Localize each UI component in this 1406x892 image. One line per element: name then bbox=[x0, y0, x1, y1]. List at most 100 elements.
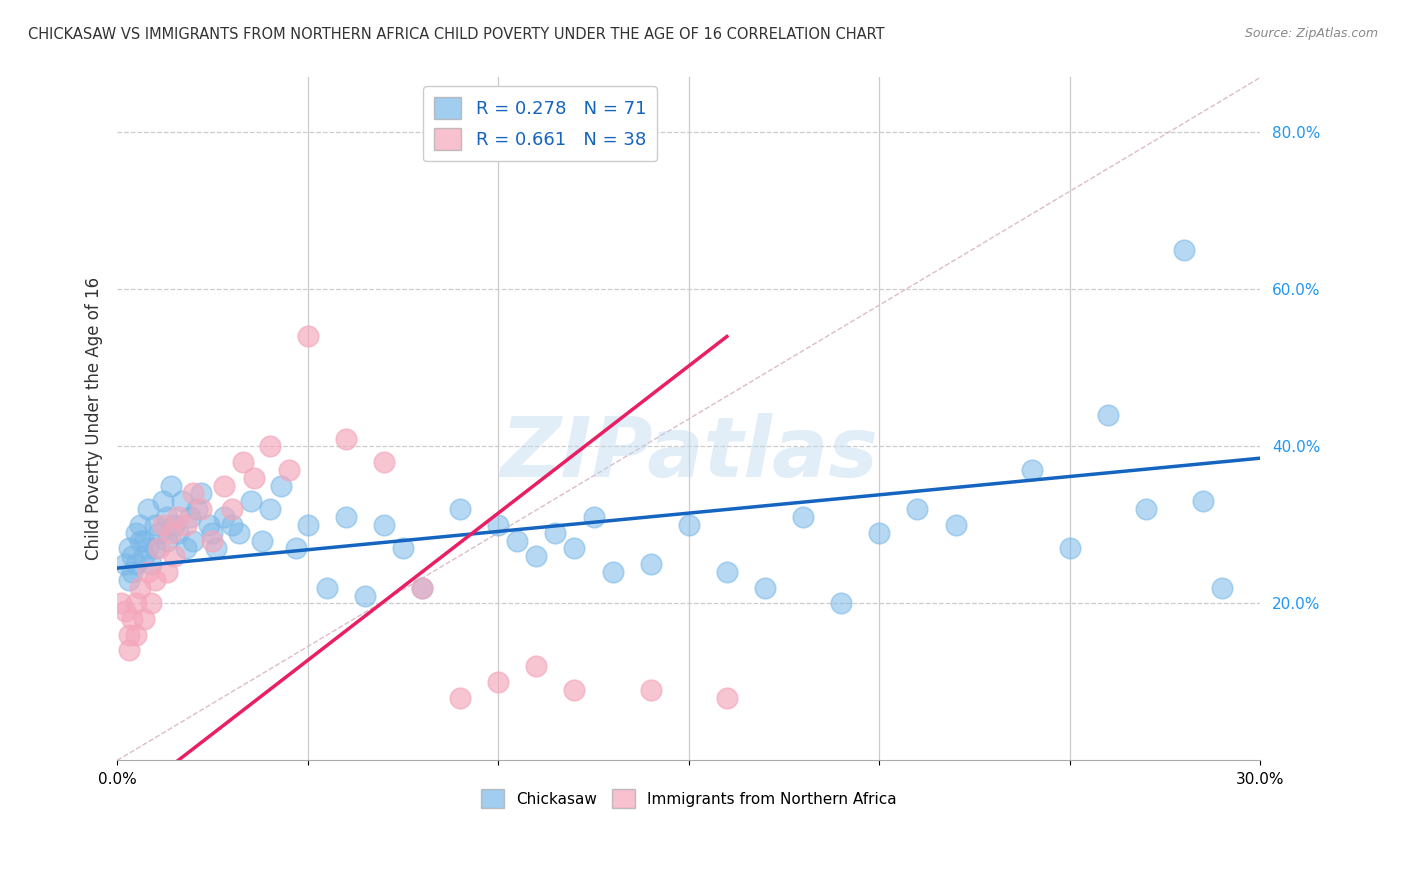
Point bbox=[141, 557, 163, 571]
Point bbox=[212, 510, 235, 524]
Point bbox=[524, 549, 547, 564]
Point bbox=[1192, 494, 1215, 508]
Point bbox=[167, 510, 190, 524]
Point bbox=[315, 581, 337, 595]
Point bbox=[143, 517, 166, 532]
Point bbox=[285, 541, 308, 556]
Point bbox=[373, 455, 395, 469]
Point bbox=[186, 502, 208, 516]
Point bbox=[132, 549, 155, 564]
Point bbox=[125, 628, 148, 642]
Point bbox=[1059, 541, 1081, 556]
Point bbox=[640, 682, 662, 697]
Point bbox=[221, 502, 243, 516]
Point bbox=[143, 541, 166, 556]
Text: ZIPatlas: ZIPatlas bbox=[501, 413, 877, 493]
Point bbox=[411, 581, 433, 595]
Point bbox=[564, 682, 586, 697]
Point bbox=[205, 541, 228, 556]
Point bbox=[1021, 463, 1043, 477]
Point bbox=[136, 541, 159, 556]
Point bbox=[125, 596, 148, 610]
Point bbox=[1097, 408, 1119, 422]
Point bbox=[524, 659, 547, 673]
Point bbox=[117, 643, 139, 657]
Point bbox=[449, 690, 471, 705]
Point bbox=[179, 510, 201, 524]
Point bbox=[152, 517, 174, 532]
Point bbox=[830, 596, 852, 610]
Point bbox=[117, 573, 139, 587]
Point bbox=[232, 455, 254, 469]
Point bbox=[167, 525, 190, 540]
Point bbox=[121, 612, 143, 626]
Point bbox=[868, 525, 890, 540]
Point bbox=[174, 517, 197, 532]
Point bbox=[148, 541, 170, 556]
Point bbox=[129, 517, 152, 532]
Point bbox=[228, 525, 250, 540]
Point bbox=[110, 596, 132, 610]
Point bbox=[392, 541, 415, 556]
Point bbox=[170, 494, 193, 508]
Point bbox=[132, 612, 155, 626]
Point bbox=[792, 510, 814, 524]
Point bbox=[297, 517, 319, 532]
Point bbox=[121, 549, 143, 564]
Point bbox=[564, 541, 586, 556]
Point bbox=[678, 517, 700, 532]
Text: Source: ZipAtlas.com: Source: ZipAtlas.com bbox=[1244, 27, 1378, 40]
Point bbox=[354, 589, 377, 603]
Point bbox=[259, 439, 281, 453]
Point bbox=[201, 525, 224, 540]
Point bbox=[136, 502, 159, 516]
Point bbox=[156, 510, 179, 524]
Point bbox=[159, 525, 181, 540]
Point bbox=[121, 565, 143, 579]
Point bbox=[156, 533, 179, 548]
Point bbox=[159, 478, 181, 492]
Point bbox=[277, 463, 299, 477]
Point bbox=[201, 533, 224, 548]
Point bbox=[335, 510, 357, 524]
Point bbox=[1173, 243, 1195, 257]
Point bbox=[174, 541, 197, 556]
Point bbox=[754, 581, 776, 595]
Point bbox=[125, 557, 148, 571]
Point bbox=[163, 517, 186, 532]
Point bbox=[163, 549, 186, 564]
Point bbox=[945, 517, 967, 532]
Point bbox=[129, 533, 152, 548]
Point bbox=[132, 533, 155, 548]
Point bbox=[506, 533, 529, 548]
Point bbox=[183, 533, 205, 548]
Point bbox=[221, 517, 243, 532]
Point bbox=[1211, 581, 1233, 595]
Point bbox=[582, 510, 605, 524]
Point bbox=[602, 565, 624, 579]
Point bbox=[141, 596, 163, 610]
Point bbox=[544, 525, 567, 540]
Text: CHICKASAW VS IMMIGRANTS FROM NORTHERN AFRICA CHILD POVERTY UNDER THE AGE OF 16 C: CHICKASAW VS IMMIGRANTS FROM NORTHERN AF… bbox=[28, 27, 884, 42]
Point bbox=[156, 565, 179, 579]
Point bbox=[152, 494, 174, 508]
Point bbox=[243, 471, 266, 485]
Point bbox=[335, 432, 357, 446]
Point bbox=[449, 502, 471, 516]
Point bbox=[486, 674, 509, 689]
Point bbox=[716, 565, 738, 579]
Point bbox=[117, 541, 139, 556]
Point bbox=[250, 533, 273, 548]
Point bbox=[270, 478, 292, 492]
Point bbox=[486, 517, 509, 532]
Point bbox=[411, 581, 433, 595]
Point bbox=[716, 690, 738, 705]
Point bbox=[117, 628, 139, 642]
Point bbox=[297, 329, 319, 343]
Point bbox=[212, 478, 235, 492]
Point bbox=[129, 581, 152, 595]
Point bbox=[1135, 502, 1157, 516]
Point bbox=[148, 525, 170, 540]
Point bbox=[907, 502, 929, 516]
Point bbox=[239, 494, 262, 508]
